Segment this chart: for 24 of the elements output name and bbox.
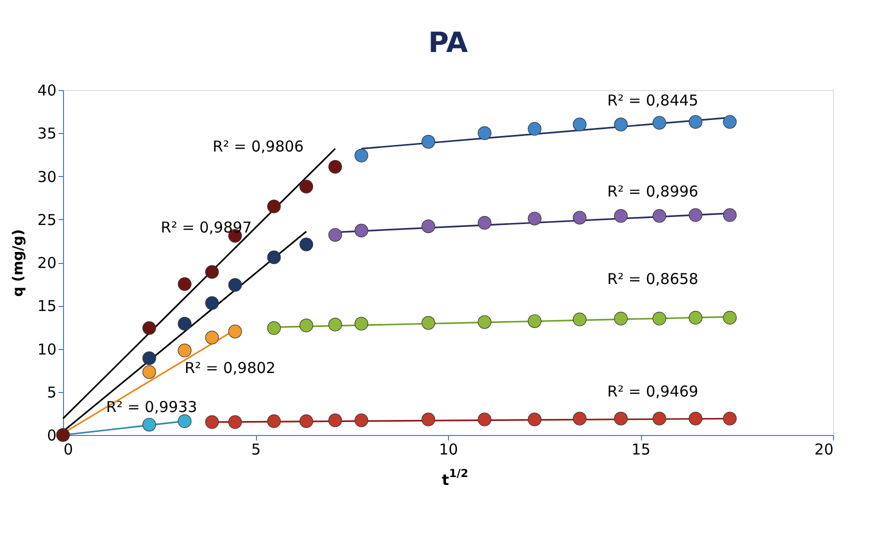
x-tick-label: 10 <box>438 440 458 458</box>
y-tick-label: 20 <box>37 254 56 272</box>
y-axis-title: q (mg/g) <box>10 229 26 297</box>
y-tick-label: 30 <box>37 168 56 186</box>
y-tick-label: 0 <box>46 426 56 444</box>
x-tick-label: 15 <box>631 440 651 458</box>
annotation: R² = 0,8996 <box>607 182 698 200</box>
y-tick-label: 40 <box>37 82 56 100</box>
y-tick-label: 25 <box>37 210 56 229</box>
annotation: R² = 0,8658 <box>607 270 698 288</box>
annotation: R² = 0,9806 <box>212 138 304 156</box>
y-tick-label: 15 <box>37 297 56 316</box>
annotation: R² = 0,9933 <box>106 398 198 416</box>
y-tick-label: 10 <box>37 340 56 358</box>
x-tick-label: 5 <box>251 440 261 458</box>
chart-title: PA <box>428 26 468 59</box>
annotation: R² = 0,9897 <box>160 218 252 236</box>
annotation: R² = 0,9802 <box>184 358 276 377</box>
y-tick-label: 35 <box>37 124 56 143</box>
y-tick-label: 5 <box>46 383 56 402</box>
annotation: R² = 0,9469 <box>607 382 698 401</box>
annotation: R² = 0,8445 <box>607 92 698 110</box>
x-tick-label: 20 <box>814 440 834 458</box>
x-tick-label: 0 <box>64 440 74 458</box>
